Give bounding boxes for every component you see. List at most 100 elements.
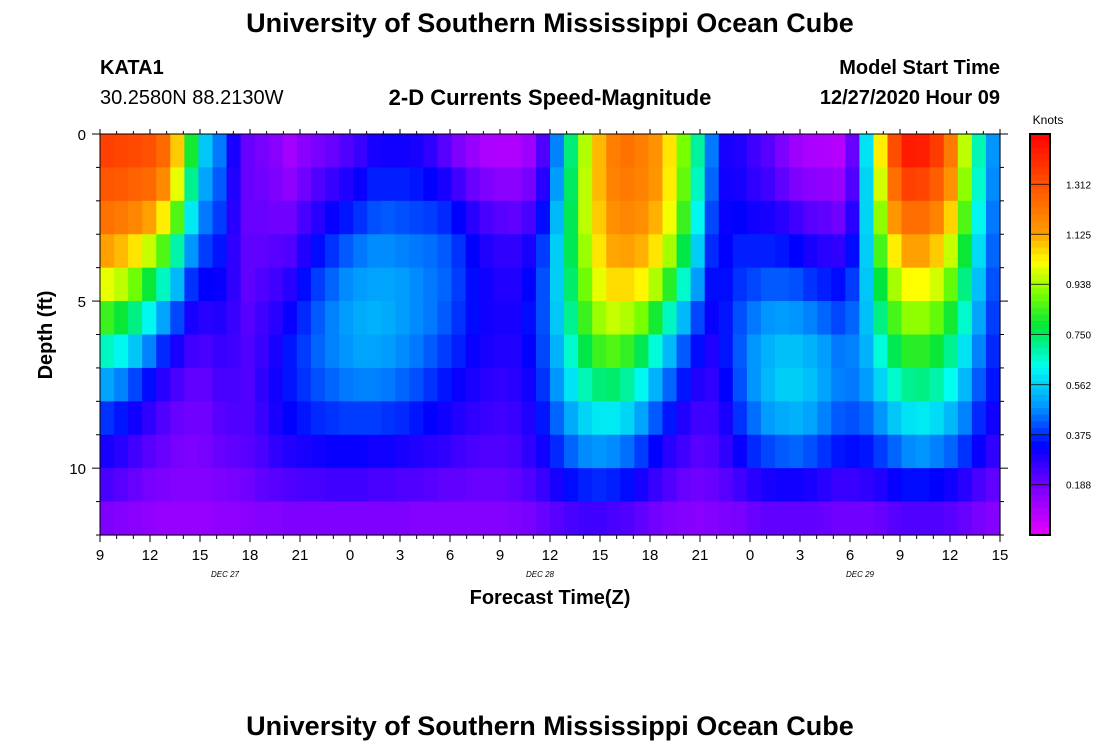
heatmap-cell [971, 301, 987, 336]
heatmap-cell [465, 334, 481, 369]
heatmap-cell [592, 234, 607, 269]
heatmap-cell [845, 434, 860, 469]
heatmap-cell [690, 434, 706, 469]
heatmap-cell [198, 200, 214, 235]
heatmap-cell [395, 200, 410, 235]
heatmap-cell [564, 401, 579, 436]
x-tick-label: 12 [542, 547, 559, 564]
heatmap-cell [226, 301, 242, 336]
heatmap-cell [775, 334, 790, 369]
heatmap-cell [901, 401, 917, 436]
heatmap-cell [760, 334, 776, 369]
heatmap-cell [915, 200, 931, 235]
heatmap-cell [409, 267, 425, 302]
heatmap-cell [957, 234, 973, 269]
heatmap-cell [775, 468, 790, 503]
heatmap-cell [479, 200, 495, 235]
heatmap-cell [535, 434, 551, 469]
heatmap-cell [325, 301, 340, 336]
heatmap-cell [592, 501, 607, 536]
heatmap-cell [240, 334, 256, 369]
heatmap-cell [578, 334, 593, 369]
heatmap-cell [254, 434, 270, 469]
heatmap-cell [564, 234, 579, 269]
colorbar-segment [1030, 214, 1050, 222]
heatmap-cell [409, 301, 425, 336]
heatmap-cell [367, 234, 382, 269]
heatmap-cell [746, 301, 762, 336]
heatmap-cell [353, 367, 368, 402]
x-tick-label: 12 [942, 547, 959, 564]
colorbar-segment [1030, 174, 1050, 182]
heatmap-cell [831, 234, 846, 269]
heatmap-cell [915, 468, 931, 503]
heatmap-cell [282, 367, 298, 402]
heatmap-cell [648, 367, 664, 402]
heatmap-cell [704, 234, 720, 269]
heatmap-cell [845, 167, 860, 202]
heatmap-cell [479, 501, 495, 536]
heatmap-cell [128, 234, 143, 269]
heatmap-cell [943, 501, 959, 536]
heatmap-cell [550, 367, 565, 402]
heatmap-cell [254, 468, 270, 503]
heatmap-cell [156, 200, 171, 235]
heatmap-cell [128, 167, 143, 202]
heatmap-cell [282, 267, 298, 302]
heatmap-cell [367, 167, 382, 202]
heatmap-cell [212, 267, 228, 302]
heatmap-cell [479, 234, 495, 269]
heatmap-cell [409, 334, 425, 369]
heatmap-cell [915, 167, 931, 202]
heatmap-cell [184, 501, 200, 536]
heatmap-cell [929, 200, 945, 235]
colorbar-tick-label: 1.125 [1066, 230, 1091, 241]
heatmap-cell [662, 234, 678, 269]
heatmap-cell [212, 134, 228, 169]
heatmap-cell [775, 200, 790, 235]
heatmap-cell [282, 234, 298, 269]
heatmap-cell [789, 167, 804, 202]
heatmap-cell [634, 367, 650, 402]
heatmap-cell [662, 167, 678, 202]
heatmap-cell [957, 200, 973, 235]
heatmap-cell [254, 267, 270, 302]
heatmap-cell [648, 134, 664, 169]
heatmap-cell [493, 468, 509, 503]
heatmap-cell [789, 134, 804, 169]
colorbar-segment [1030, 374, 1050, 382]
heatmap-cell [550, 301, 565, 336]
heatmap-cell [437, 301, 453, 336]
heatmap-cell [240, 234, 256, 269]
heatmap-cell [240, 501, 256, 536]
heatmap-cell [437, 501, 453, 536]
colorbar-segment [1030, 454, 1050, 463]
colorbar-segment [1030, 187, 1050, 195]
heatmap-cell [676, 367, 692, 402]
heatmap-cell [564, 501, 579, 536]
heatmap-cell [268, 167, 284, 202]
heatmap-cell [592, 134, 607, 169]
heatmap-cell [296, 401, 312, 436]
heatmap-cell [254, 501, 270, 536]
heatmap-cell [367, 301, 382, 336]
heatmap-cell [535, 301, 551, 336]
heatmap-cell [564, 301, 579, 336]
heatmap-cell [971, 468, 987, 503]
colorbar-segment [1030, 428, 1050, 436]
heatmap-cell [760, 367, 776, 402]
x-tick-label: 9 [96, 547, 104, 564]
colorbar-segment [1030, 414, 1050, 422]
heatmap-cell [550, 334, 565, 369]
heatmap-cell [760, 401, 776, 436]
heatmap-cell [803, 301, 818, 336]
heatmap-cell [915, 334, 931, 369]
heatmap-cell [985, 200, 1001, 235]
heatmap-cell [423, 234, 439, 269]
heatmap-cell [817, 367, 832, 402]
heatmap-cell [662, 334, 678, 369]
colorbar-segment [1030, 240, 1050, 249]
heatmap-cell [732, 367, 748, 402]
heatmap-cell [578, 267, 593, 302]
heatmap-cell [971, 200, 987, 235]
